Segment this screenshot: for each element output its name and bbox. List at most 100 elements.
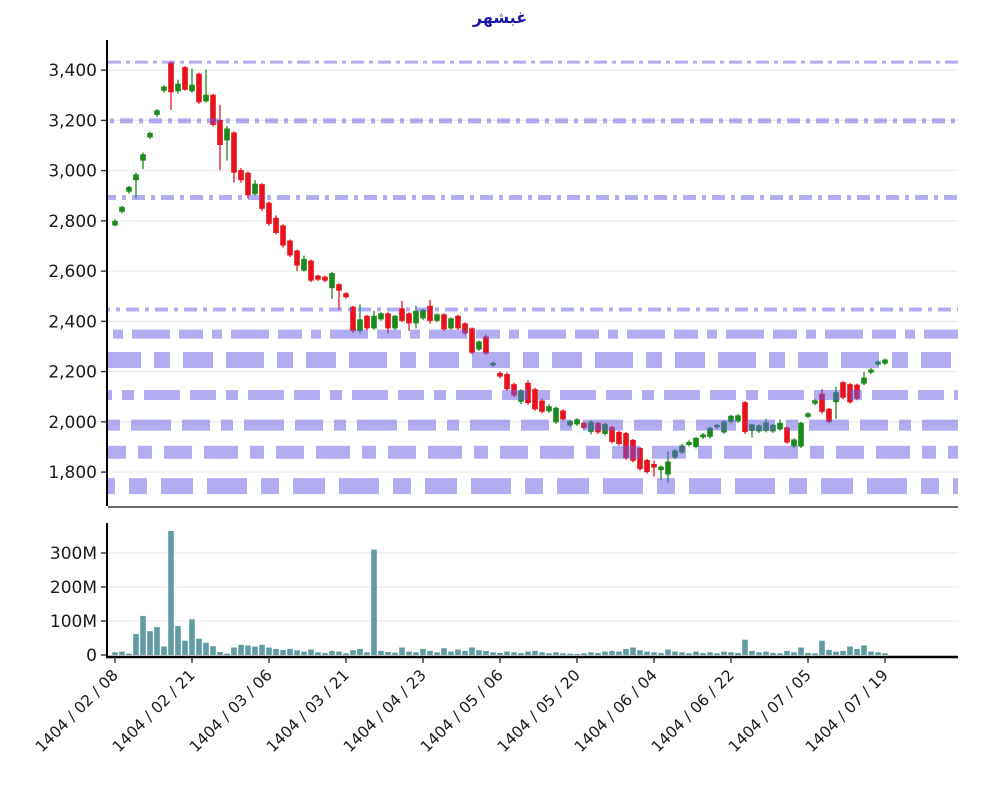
volume-bar [637, 650, 643, 655]
candle-body [462, 323, 468, 334]
volume-bar [168, 530, 174, 655]
candle-body [665, 461, 671, 475]
candle-body [161, 86, 167, 91]
candle-body [553, 407, 559, 423]
candle-body [700, 434, 706, 438]
volume-bar [630, 647, 636, 655]
candle-body [294, 250, 300, 266]
candle-body [154, 110, 160, 115]
volume-bar [147, 631, 153, 655]
candle-body [812, 400, 818, 404]
candle-body [112, 220, 118, 226]
volume-bar [469, 647, 475, 655]
volume-bar [161, 646, 167, 655]
volume-bar [700, 652, 706, 655]
volume-bar [847, 646, 853, 655]
candle-body [308, 260, 314, 281]
volume-bar [350, 650, 356, 655]
volume-bar [378, 650, 384, 655]
x-tick-label: 1404 / 07 / 19 [802, 666, 892, 756]
volume-bar [224, 653, 230, 655]
candle-body [658, 466, 664, 471]
candle-body [861, 377, 867, 384]
volume-bar [217, 651, 223, 655]
candle-body [609, 426, 615, 442]
candle-body [476, 341, 482, 350]
candle-body [819, 393, 825, 412]
candle-body [497, 372, 503, 377]
volume-bar [287, 648, 293, 655]
candle-body [175, 83, 181, 92]
candle-body [644, 460, 650, 473]
volume-bar [623, 648, 629, 655]
volume-bar [357, 648, 363, 655]
volume-bar [343, 653, 349, 655]
volume-bar [413, 652, 419, 655]
volume-bar [315, 652, 321, 655]
volume-bar [406, 651, 412, 655]
volume-bar [854, 648, 860, 655]
volume-bar [427, 650, 433, 655]
candle-body [399, 308, 405, 321]
candle-body [245, 172, 251, 196]
volume-tick-label: 300M [50, 544, 97, 564]
candle-body [238, 170, 244, 181]
price-tick-label: 3,000 [48, 162, 97, 182]
candle-body [357, 319, 363, 331]
candle-body [882, 359, 888, 364]
candle-body [413, 310, 419, 324]
volume-bar [826, 649, 832, 655]
candle-body [777, 422, 783, 430]
volume-bar [455, 649, 461, 655]
volume-bar [280, 649, 286, 655]
candle-body [420, 309, 426, 319]
volume-bar [252, 646, 258, 655]
volume-bar [294, 650, 300, 655]
candle-body [350, 306, 356, 331]
volume-bar [707, 652, 713, 655]
volume-bar [679, 652, 685, 655]
candle-body [483, 336, 489, 354]
volume-bar [133, 633, 139, 655]
candle-body [441, 314, 447, 330]
price-tick-label: 2,000 [48, 413, 97, 433]
volume-bar [126, 653, 132, 655]
volume-bar [238, 644, 244, 655]
volume-bar [539, 652, 545, 655]
price-tick-label: 2,200 [48, 363, 97, 383]
volume-bar [665, 649, 671, 655]
volume-bar [112, 652, 118, 655]
candle-body [287, 240, 293, 256]
candle-body [273, 217, 279, 233]
candle-body [840, 382, 846, 398]
volume-bar [763, 651, 769, 655]
candle-body [210, 94, 216, 125]
volume-bar [567, 653, 573, 655]
volume-tick-label: 200M [50, 578, 97, 598]
price-tick-label: 2,400 [48, 312, 97, 332]
candle-body [504, 374, 510, 390]
candle-body [539, 400, 545, 412]
volume-tick-label: 100M [50, 612, 97, 632]
volume-tick-label: 0 [86, 646, 97, 666]
volume-bar [210, 646, 216, 655]
price-tick-label: 2,600 [48, 262, 97, 282]
candle-body [791, 439, 797, 447]
volume-bar [602, 651, 608, 655]
candle-body [385, 313, 391, 329]
candle-body [434, 314, 440, 321]
volume-bar [182, 640, 188, 655]
candle-body [126, 186, 132, 192]
volume-bar [672, 651, 678, 655]
volume-bar [756, 652, 762, 655]
candle-body [371, 315, 377, 329]
chart-title: غبشهر [472, 8, 528, 27]
volume-bar [833, 651, 839, 655]
candle-body [329, 273, 335, 289]
volume-bar [245, 645, 251, 655]
candle-body [140, 154, 146, 161]
volume-bar [812, 653, 818, 655]
volume-bar [770, 652, 776, 655]
volume-bar [714, 653, 720, 655]
volume-bar [595, 652, 601, 655]
